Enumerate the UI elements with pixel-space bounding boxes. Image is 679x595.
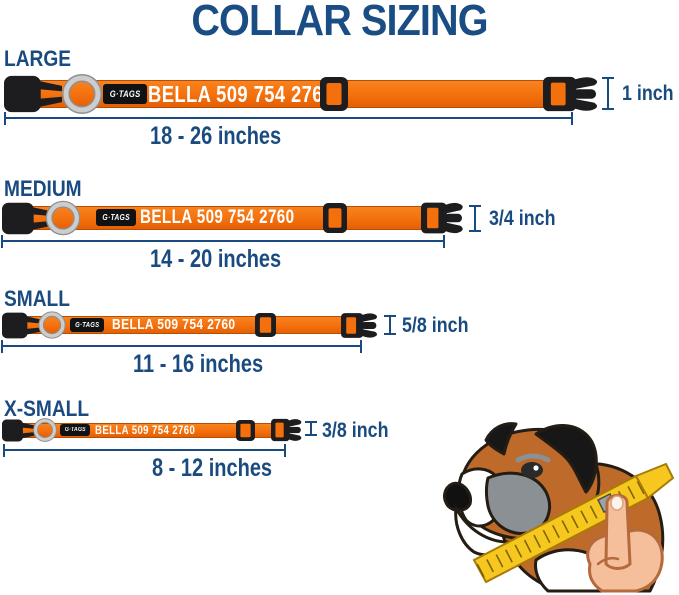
brand-label: G·TAGS <box>109 89 141 99</box>
brand-label: G·TAGS <box>64 427 86 433</box>
d-ring-icon <box>37 310 67 340</box>
brand-plate: G·TAGS <box>96 209 136 226</box>
width-label: 1 inch <box>622 82 674 105</box>
size-label: MEDIUM <box>4 176 82 201</box>
dog-measuring-tape-illustration <box>443 422 675 593</box>
length-range-label: 11 - 16 inches <box>133 350 264 378</box>
size-row-medium: MEDIUM G·TAGS BELLA 509 754 2760 3/4 inc… <box>0 176 679 294</box>
width-gauge-icon <box>469 205 481 232</box>
brand-plate: G·TAGS <box>60 424 90 436</box>
brand-plate: G·TAGS <box>103 84 147 104</box>
personalized-collar-text: BELLA 509 754 2760 <box>95 423 196 437</box>
personalized-collar-text: BELLA 509 754 2760 <box>140 207 295 228</box>
personalized-collar-text: BELLA 509 754 2760 <box>148 81 334 107</box>
length-measure-line <box>1 340 362 353</box>
buckle-male-icon <box>341 313 378 338</box>
tri-glide-slider-icon <box>255 313 276 337</box>
length-measure-line <box>3 444 286 457</box>
buckle-female-icon <box>2 419 35 442</box>
length-measure-line <box>1 235 445 248</box>
brand-plate: G·TAGS <box>70 318 104 332</box>
length-range-label: 14 - 20 inches <box>150 245 282 273</box>
page-title: COLLAR SIZING <box>191 0 488 45</box>
brand-label: G·TAGS <box>74 321 100 329</box>
length-measure-line <box>4 112 573 125</box>
width-gauge-icon <box>384 315 396 335</box>
buckle-male-icon <box>271 418 302 442</box>
buckle-male-icon <box>543 76 598 112</box>
width-label: 3/8 inch <box>322 419 389 442</box>
personalized-collar-text: BELLA 509 754 2760 <box>112 316 236 333</box>
length-range-label: 8 - 12 inches <box>152 454 273 482</box>
size-label: LARGE <box>4 46 71 71</box>
length-range-label: 18 - 26 inches <box>150 122 282 150</box>
tri-glide-slider-icon <box>323 203 347 233</box>
size-row-small: SMALL G·TAGS BELLA 509 754 2760 5/8 inch… <box>0 286 679 404</box>
d-ring-icon <box>32 417 58 443</box>
width-gauge-icon <box>602 77 614 110</box>
width-gauge-icon <box>305 421 317 436</box>
size-row-large: LARGE G·TAGS BELLA 509 754 2760 1 inch 1… <box>0 46 679 164</box>
width-label: 5/8 inch <box>402 314 469 337</box>
size-row-xsmall: X-SMALL G·TAGS BELLA 509 754 2760 3/8 in… <box>0 396 679 514</box>
size-label: X-SMALL <box>4 396 90 421</box>
width-label: 3/4 inch <box>489 207 556 230</box>
tri-glide-slider-icon <box>236 420 255 441</box>
d-ring-icon <box>44 199 82 237</box>
size-label: SMALL <box>4 286 70 311</box>
d-ring-icon <box>60 72 104 116</box>
tri-glide-slider-icon <box>320 77 348 111</box>
brand-label: G·TAGS <box>102 213 130 222</box>
buckle-female-icon <box>4 75 62 113</box>
buckle-male-icon <box>421 202 463 234</box>
buckle-female-icon <box>2 312 42 339</box>
